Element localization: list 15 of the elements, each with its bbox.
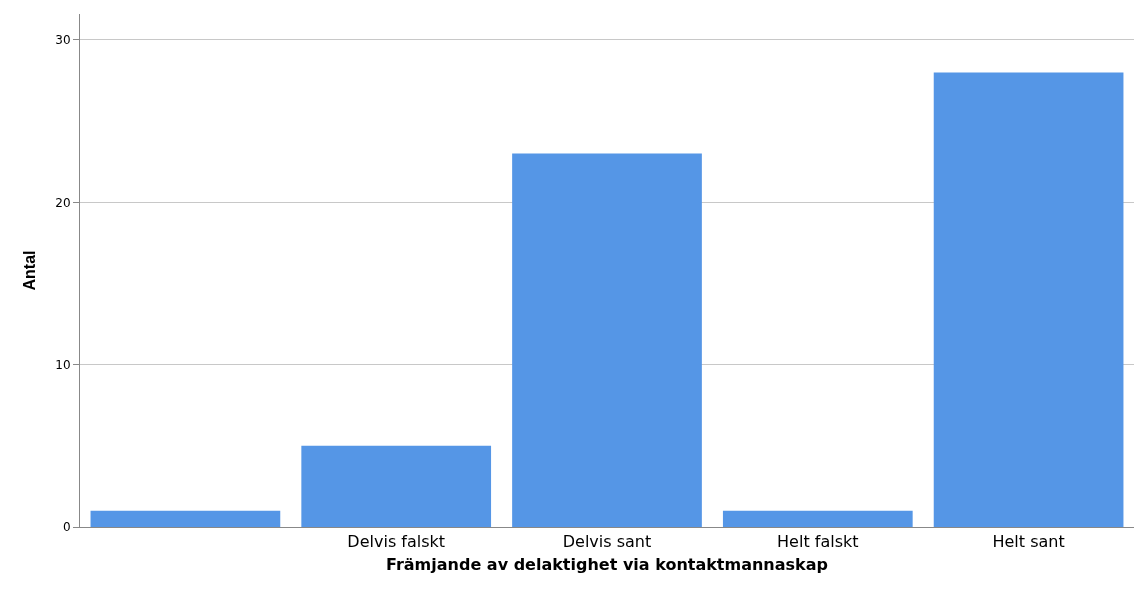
y-tick-label: 0 — [62, 520, 71, 535]
y-tick-label: 30 — [55, 33, 71, 48]
y-tick-label: 20 — [55, 195, 71, 210]
x-tick-label: Delvis sant — [562, 532, 652, 552]
y-axis-title: Antal — [21, 250, 39, 291]
bar — [933, 72, 1124, 527]
bar — [512, 153, 702, 527]
bar — [722, 510, 913, 527]
bar — [90, 510, 281, 527]
x-tick-label: Delvis falskt — [347, 532, 446, 552]
x-tick-label: Helt sant — [992, 532, 1065, 552]
y-tick-label: 10 — [55, 357, 71, 372]
x-axis-title: Främjande av delaktighet via kontaktmannaskap — [386, 554, 828, 574]
x-tick-label: Helt falskt — [777, 532, 859, 552]
bar — [301, 445, 492, 527]
